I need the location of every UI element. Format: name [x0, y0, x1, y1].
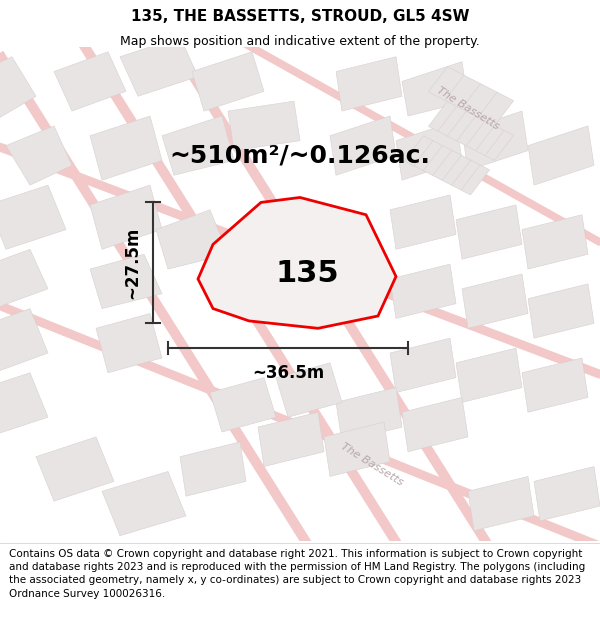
Polygon shape — [102, 471, 186, 536]
Polygon shape — [276, 363, 342, 418]
Polygon shape — [210, 378, 276, 432]
Polygon shape — [0, 249, 48, 309]
Polygon shape — [192, 52, 264, 111]
Polygon shape — [156, 210, 228, 269]
Polygon shape — [90, 254, 162, 309]
Polygon shape — [258, 412, 324, 466]
Polygon shape — [90, 185, 162, 249]
Polygon shape — [336, 388, 402, 442]
Polygon shape — [54, 52, 126, 111]
Polygon shape — [402, 398, 468, 452]
Polygon shape — [90, 116, 162, 180]
Polygon shape — [96, 314, 162, 372]
Polygon shape — [390, 264, 456, 318]
Polygon shape — [36, 437, 114, 501]
Text: 135: 135 — [275, 259, 339, 288]
Polygon shape — [390, 195, 456, 249]
Text: ~510m²/~0.126ac.: ~510m²/~0.126ac. — [170, 144, 430, 168]
Polygon shape — [404, 136, 490, 195]
Polygon shape — [0, 309, 48, 372]
Polygon shape — [468, 476, 534, 531]
Polygon shape — [528, 284, 594, 338]
Text: Map shows position and indicative extent of the property.: Map shows position and indicative extent… — [120, 35, 480, 48]
Polygon shape — [522, 358, 588, 412]
Text: Contains OS data © Crown copyright and database right 2021. This information is : Contains OS data © Crown copyright and d… — [9, 549, 585, 599]
Text: 135, THE BASSETTS, STROUD, GL5 4SW: 135, THE BASSETTS, STROUD, GL5 4SW — [131, 9, 469, 24]
Text: ~27.5m: ~27.5m — [123, 227, 141, 299]
Polygon shape — [402, 62, 468, 116]
Polygon shape — [0, 372, 48, 437]
Polygon shape — [462, 111, 528, 170]
Polygon shape — [456, 205, 522, 259]
Polygon shape — [228, 101, 300, 151]
Polygon shape — [462, 274, 528, 328]
Polygon shape — [456, 348, 522, 403]
Text: The Bassetts: The Bassetts — [435, 86, 501, 132]
Text: The Bassetts: The Bassetts — [339, 441, 405, 488]
Polygon shape — [528, 126, 594, 185]
Polygon shape — [0, 185, 66, 249]
Polygon shape — [534, 466, 600, 521]
Polygon shape — [428, 101, 514, 161]
Polygon shape — [336, 57, 402, 111]
Polygon shape — [396, 121, 462, 180]
Polygon shape — [390, 338, 456, 392]
Polygon shape — [162, 116, 234, 175]
Polygon shape — [330, 116, 396, 175]
Polygon shape — [180, 442, 246, 496]
Polygon shape — [324, 422, 390, 476]
Text: ~36.5m: ~36.5m — [252, 364, 324, 382]
Polygon shape — [0, 57, 36, 121]
Polygon shape — [198, 198, 396, 328]
Polygon shape — [522, 215, 588, 269]
Polygon shape — [6, 126, 72, 185]
Polygon shape — [428, 67, 514, 126]
Polygon shape — [120, 37, 198, 96]
